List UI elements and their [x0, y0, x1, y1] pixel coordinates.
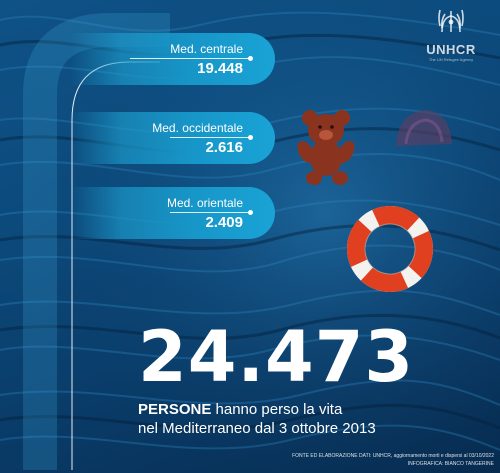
region-eastern-label: Med. orientale [166, 196, 243, 210]
teddy-bear-icon [297, 110, 355, 185]
region-western-label: Med. occidentale [152, 121, 243, 135]
unhcr-emblem-icon [438, 9, 464, 33]
region-eastern-pill: Med. orientale 2.409 [70, 187, 275, 239]
region-western-pill: Med. occidentale 2.616 [70, 112, 275, 164]
caption-line-2: nel Mediterraneo dal 3 ottobre 2013 [138, 420, 376, 437]
logo-tagline: The UN Refugee Agency [428, 57, 474, 62]
divider [130, 58, 251, 59]
credit-text: INFOGRAFICA: BIANCO TANGERINE [407, 461, 494, 467]
cap-icon [396, 110, 452, 146]
life-ring-icon [347, 206, 433, 292]
unhcr-logo: UNHCR The UN Refugee Agency [420, 6, 482, 62]
source-text: FONTE ED ELABORAZIONE DATI: UNHCR, aggio… [292, 453, 494, 459]
region-central-label: Med. centrale [170, 42, 243, 56]
caption-bold-word: PERSONE [138, 401, 212, 418]
region-central-pill: Med. centrale 19.448 [70, 33, 275, 85]
region-western-value: 2.616 [205, 139, 243, 156]
caption-line-1: PERSONE hanno perso la vita [138, 400, 376, 419]
region-eastern-value: 2.409 [205, 214, 243, 231]
dot-marker [248, 210, 253, 215]
region-central-value: 19.448 [197, 60, 243, 77]
dot-marker [248, 135, 253, 140]
total-caption: PERSONE hanno perso la vita nel Mediterr… [138, 400, 376, 438]
dot-marker [248, 56, 253, 61]
caption-line-1-rest: hanno perso la vita [211, 401, 343, 418]
total-deaths-number: 24.473 [138, 316, 415, 398]
divider [170, 212, 251, 213]
logo-wordmark: UNHCR [426, 42, 476, 57]
source-footer: FONTE ED ELABORAZIONE DATI: UNHCR, aggio… [234, 452, 494, 468]
divider [170, 137, 251, 138]
